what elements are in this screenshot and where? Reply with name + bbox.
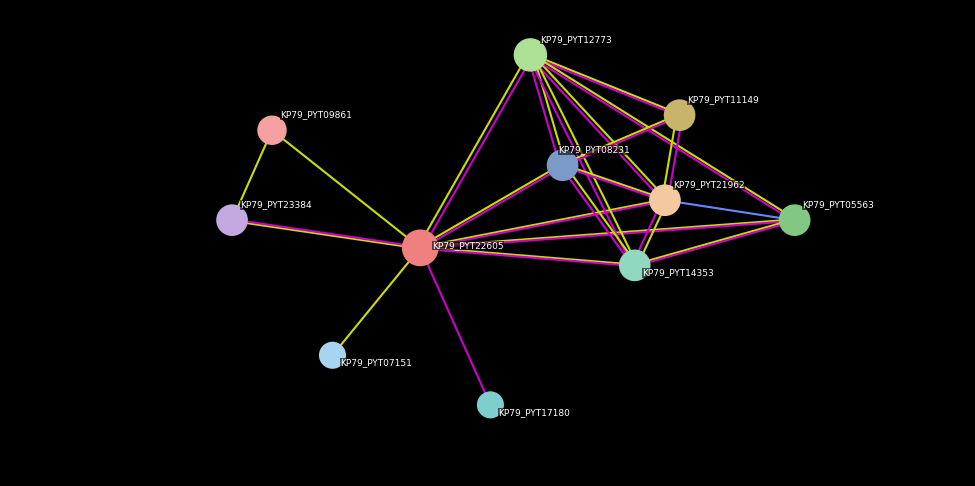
Text: KP79_PYT23384: KP79_PYT23384 xyxy=(240,200,311,209)
Text: KP79_PYT11149: KP79_PYT11149 xyxy=(687,95,760,104)
Point xyxy=(224,216,240,224)
Text: KP79_PYT12773: KP79_PYT12773 xyxy=(540,35,612,44)
Point xyxy=(787,216,802,224)
Text: KP79_PYT08231: KP79_PYT08231 xyxy=(558,145,630,155)
Point xyxy=(555,161,570,169)
Text: KP79_PYT07151: KP79_PYT07151 xyxy=(340,358,412,367)
Point xyxy=(325,351,340,359)
Text: KP79_PYT17180: KP79_PYT17180 xyxy=(498,408,570,417)
Point xyxy=(483,401,498,409)
Point xyxy=(657,196,673,204)
Text: KP79_PYT14353: KP79_PYT14353 xyxy=(643,268,715,278)
Text: KP79_PYT09861: KP79_PYT09861 xyxy=(280,110,352,120)
Point xyxy=(412,244,428,252)
Point xyxy=(672,111,687,119)
Text: KP79_PYT05563: KP79_PYT05563 xyxy=(802,200,875,209)
Text: KP79_PYT22605: KP79_PYT22605 xyxy=(432,241,503,250)
Point xyxy=(627,261,643,269)
Point xyxy=(264,126,280,134)
Text: KP79_PYT21962: KP79_PYT21962 xyxy=(673,180,744,190)
Point xyxy=(523,51,538,59)
